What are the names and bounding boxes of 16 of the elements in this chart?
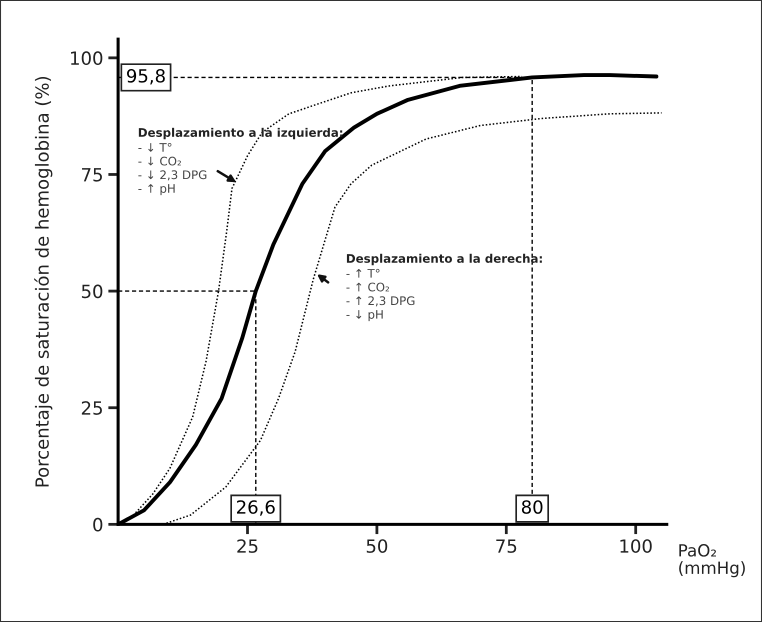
y-axis-title: Porcentaje de saturación de hemoglobina (%) [34, 76, 52, 486]
x-tick-label: 25 [237, 539, 258, 553]
y-tick-label: 100 [71, 51, 102, 65]
annotation: 80 [522, 500, 542, 514]
x-tick-label: 50 [366, 539, 388, 553]
y-tick-label: 50 [82, 284, 102, 298]
annotation: 26,6 [237, 500, 275, 516]
annotation: 95,8 [127, 69, 165, 85]
y-tick-label: 25 [82, 401, 102, 415]
y-tick-label: 0 [93, 518, 102, 532]
x-tick-label: 100 [620, 539, 652, 553]
annotation: Desplazamiento a la izquierda: - ↓ T° - ↓ CO₂ - ↓ 2,3 DPG - ↑ pH [138, 128, 342, 196]
y-tick-label: 75 [82, 168, 102, 182]
x-axis-title: PaO₂ (mmHg) [679, 544, 745, 578]
annotation: Desplazamiento a la derecha: - ↑ T° - ↑ CO₂ - ↑ 2,3 DPG - ↓ pH [346, 254, 542, 322]
x-tick-label: 75 [496, 539, 516, 553]
